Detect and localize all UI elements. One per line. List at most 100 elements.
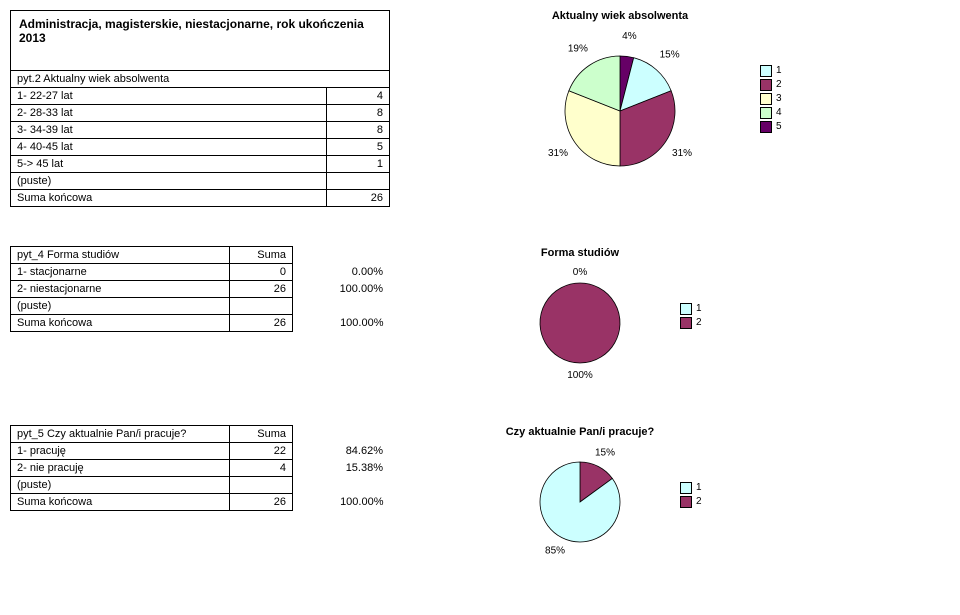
row-label: 2- niestacjonarne xyxy=(11,281,230,298)
svg-text:15%: 15% xyxy=(660,49,680,60)
row-label: 5-> 45 lat xyxy=(11,156,327,173)
svg-text:31%: 31% xyxy=(548,148,568,159)
row-pct: 0.00% xyxy=(293,264,390,281)
legend-label: 1 xyxy=(776,65,782,76)
legend-item: 1 xyxy=(680,482,702,494)
legend-swatch xyxy=(760,79,772,91)
page-title: Administracja, magisterskie, niestacjona… xyxy=(10,10,390,51)
row-label: 1- 22-27 lat xyxy=(11,88,327,105)
legend-item: 3 xyxy=(760,93,782,105)
row-val: 5 xyxy=(327,139,390,156)
question-label: pyt_4 Forma studiów xyxy=(11,247,230,264)
row-val: 26 xyxy=(327,190,390,207)
age-legend: 1 2 3 4 5 xyxy=(760,65,782,135)
age-chart-wrap: Aktualny wiek absolwenta 4%15%31%31%19% … xyxy=(500,10,782,189)
row-label: Suma końcowa xyxy=(11,190,327,207)
row-label: Suma końcowa xyxy=(11,315,230,332)
form-legend: 12 xyxy=(680,303,702,331)
svg-text:4%: 4% xyxy=(622,31,637,42)
legend-label: 1 xyxy=(696,303,702,314)
row-pct: 100.00% xyxy=(293,281,390,298)
form-table: pyt_4 Forma studiów Suma 1- stacjonarne0… xyxy=(10,246,390,332)
sum-header: Suma xyxy=(230,247,293,264)
table-block-age: Administracja, magisterskie, niestacjona… xyxy=(10,10,390,207)
svg-text:0%: 0% xyxy=(573,267,588,278)
age-chart: Aktualny wiek absolwenta 4% 15% 31% 31% 19% xyxy=(500,10,740,189)
chart-title: Forma studiów xyxy=(500,247,660,259)
age-pie: 4% 15% 31% 31% 19% xyxy=(500,26,740,186)
legend-item: 5 xyxy=(760,121,782,133)
row-val xyxy=(327,173,390,190)
row-pct: 84.62% xyxy=(293,443,390,460)
svg-text:15%: 15% xyxy=(595,448,615,459)
legend-swatch xyxy=(760,93,772,105)
row-label: Suma końcowa xyxy=(11,494,230,511)
legend-item: 2 xyxy=(760,79,782,91)
work-chart: Czy aktualnie Pan/i pracuje? 15% 85% xyxy=(500,426,660,565)
form-chart-wrap: Forma studiów 0% 100% 12 xyxy=(500,247,702,386)
work-pie: 15% 85% xyxy=(500,442,660,562)
row-val xyxy=(230,298,293,315)
work-legend: 12 xyxy=(680,482,702,510)
chart-title: Czy aktualnie Pan/i pracuje? xyxy=(500,426,660,438)
age-table: pyt.2 Aktualny wiek absolwenta 1- 22-27 … xyxy=(10,70,390,207)
legend-item: 1 xyxy=(680,303,702,315)
svg-text:85%: 85% xyxy=(545,546,565,557)
table-block-form: pyt_4 Forma studiów Suma 1- stacjonarne0… xyxy=(10,247,390,332)
row-val: 26 xyxy=(230,315,293,332)
section-work: pyt_5 Czy aktualnie Pan/i pracuje? Suma … xyxy=(10,426,950,565)
work-table: pyt_5 Czy aktualnie Pan/i pracuje? Suma … xyxy=(10,425,390,511)
row-pct: 15.38% xyxy=(293,460,390,477)
row-val xyxy=(230,477,293,494)
form-chart: Forma studiów 0% 100% xyxy=(500,247,660,386)
row-val: 1 xyxy=(327,156,390,173)
row-label: (puste) xyxy=(11,173,327,190)
row-label: (puste) xyxy=(11,298,230,315)
row-label: 1- stacjonarne xyxy=(11,264,230,281)
row-val: 4 xyxy=(327,88,390,105)
row-val: 26 xyxy=(230,281,293,298)
legend-label: 5 xyxy=(776,121,782,132)
question-label: pyt.2 Aktualny wiek absolwenta xyxy=(11,71,390,88)
row-val: 8 xyxy=(327,122,390,139)
svg-text:31%: 31% xyxy=(672,148,692,159)
row-pct: 100.00% xyxy=(293,494,390,511)
spacer xyxy=(10,51,390,71)
section-age: Administracja, magisterskie, niestacjona… xyxy=(10,10,950,207)
legend-swatch xyxy=(680,482,692,494)
legend-item: 1 xyxy=(760,65,782,77)
svg-text:100%: 100% xyxy=(567,370,593,381)
empty xyxy=(293,426,390,443)
row-label: (puste) xyxy=(11,477,230,494)
empty xyxy=(293,247,390,264)
svg-text:19%: 19% xyxy=(568,44,588,55)
legend-swatch xyxy=(760,107,772,119)
legend-label: 4 xyxy=(776,107,782,118)
row-label: 4- 40-45 lat xyxy=(11,139,327,156)
row-pct xyxy=(293,477,390,494)
form-pie: 0% 100% xyxy=(500,263,660,383)
chart-title: Aktualny wiek absolwenta xyxy=(500,10,740,22)
row-val: 26 xyxy=(230,494,293,511)
legend-swatch xyxy=(680,496,692,508)
legend-swatch xyxy=(680,303,692,315)
legend-item: 2 xyxy=(680,496,702,508)
legend-label: 2 xyxy=(696,496,702,507)
row-val: 8 xyxy=(327,105,390,122)
work-chart-wrap: Czy aktualnie Pan/i pracuje? 15%85% 12 xyxy=(500,426,702,565)
legend-label: 2 xyxy=(776,79,782,90)
row-val: 22 xyxy=(230,443,293,460)
legend-label: 3 xyxy=(776,93,782,104)
legend-label: 1 xyxy=(696,482,702,493)
row-label: 2- 28-33 lat xyxy=(11,105,327,122)
row-label: 3- 34-39 lat xyxy=(11,122,327,139)
question-label: pyt_5 Czy aktualnie Pan/i pracuje? xyxy=(11,426,230,443)
row-val: 0 xyxy=(230,264,293,281)
legend-swatch xyxy=(680,317,692,329)
row-val: 4 xyxy=(230,460,293,477)
row-pct: 100.00% xyxy=(293,315,390,332)
row-pct xyxy=(293,298,390,315)
table-block-work: pyt_5 Czy aktualnie Pan/i pracuje? Suma … xyxy=(10,426,390,511)
legend-swatch xyxy=(760,121,772,133)
sum-header: Suma xyxy=(230,426,293,443)
